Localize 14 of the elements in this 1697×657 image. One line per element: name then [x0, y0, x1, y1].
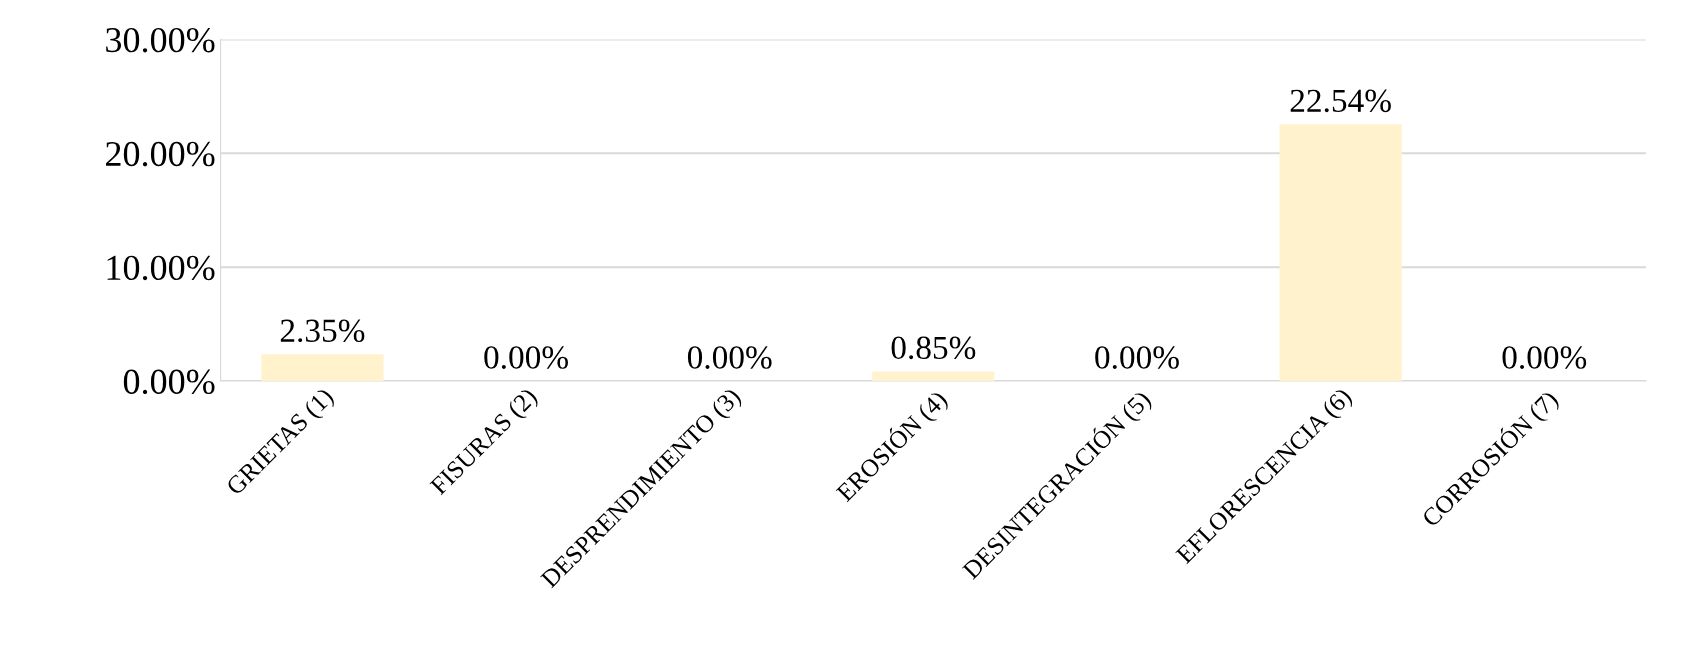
- y-tick-label: 20.00%: [106, 141, 215, 167]
- y-tick-label: 30.00%: [106, 27, 215, 53]
- bar: [872, 371, 995, 382]
- y-tick-label: 10.00%: [107, 255, 215, 281]
- data-label: 22.54%: [1290, 89, 1391, 113]
- data-label: 0.00%: [1502, 346, 1587, 369]
- data-label: 0.00%: [687, 346, 772, 369]
- y-tick-label: 0.00%: [123, 369, 215, 395]
- bar: [261, 354, 384, 382]
- data-label: 0.85%: [891, 336, 976, 360]
- data-label: 2.35%: [280, 319, 365, 343]
- data-label: 0.00%: [484, 346, 568, 369]
- data-label: 0.00%: [1095, 346, 1179, 369]
- bar: [1279, 124, 1402, 382]
